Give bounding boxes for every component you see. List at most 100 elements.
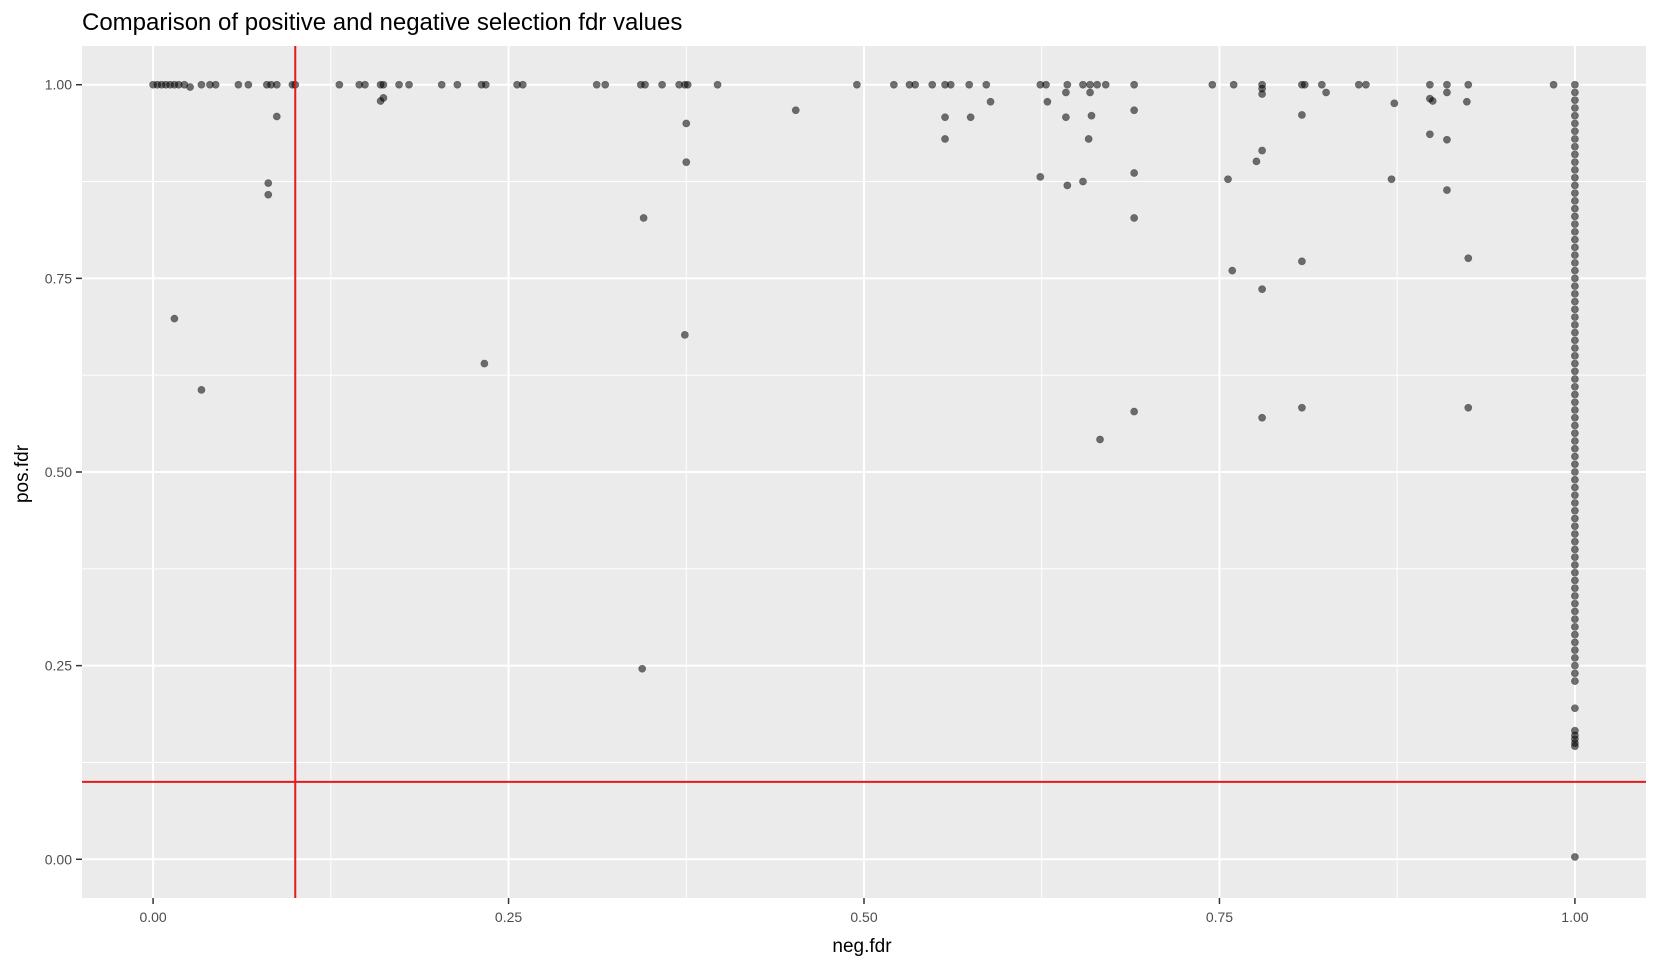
data-point xyxy=(1086,88,1094,97)
data-point xyxy=(1571,243,1579,252)
data-point xyxy=(1298,403,1306,412)
data-point xyxy=(658,80,667,89)
data-point xyxy=(1224,175,1232,184)
data-point xyxy=(1571,390,1579,399)
data-point xyxy=(1079,177,1087,186)
data-point xyxy=(1571,127,1579,136)
data-point xyxy=(1229,80,1238,89)
data-point xyxy=(1571,204,1579,213)
data-point xyxy=(1571,197,1579,205)
data-point xyxy=(1464,80,1473,89)
data-point xyxy=(1298,257,1306,266)
data-point xyxy=(1571,406,1579,414)
data-point xyxy=(1571,499,1579,507)
data-point xyxy=(1571,491,1579,500)
data-point xyxy=(1096,435,1104,444)
data-point xyxy=(1571,653,1579,662)
data-point xyxy=(1571,607,1579,616)
data-point xyxy=(1571,344,1579,352)
data-point xyxy=(1300,80,1309,89)
data-point xyxy=(941,135,949,143)
data-point xyxy=(1571,227,1579,236)
data-point xyxy=(1425,130,1434,139)
data-point xyxy=(1571,150,1579,159)
y-axis-label: pos.fdr xyxy=(12,444,33,503)
data-point xyxy=(1571,537,1579,546)
data-point xyxy=(1571,320,1579,329)
data-point xyxy=(1571,142,1579,151)
data-point xyxy=(1443,186,1451,194)
data-point xyxy=(639,214,648,222)
data-point xyxy=(1571,181,1579,190)
data-point xyxy=(1208,80,1217,89)
data-point xyxy=(965,80,974,89)
data-point xyxy=(1322,88,1330,97)
data-point xyxy=(982,80,991,89)
data-point xyxy=(1571,119,1579,128)
data-point xyxy=(1571,460,1579,469)
data-point xyxy=(1571,530,1579,538)
data-point xyxy=(1571,592,1579,600)
x-tick-label: 0.50 xyxy=(850,909,877,925)
data-point xyxy=(1462,97,1471,106)
data-point xyxy=(641,80,649,89)
data-point xyxy=(1042,80,1050,89)
y-tick-label: 0.25 xyxy=(45,658,72,674)
y-tick-label: 0.75 xyxy=(45,270,72,286)
data-point xyxy=(1571,452,1579,461)
data-point xyxy=(1549,80,1558,89)
data-point xyxy=(1571,677,1579,686)
data-point xyxy=(234,80,243,89)
data-point xyxy=(453,80,462,89)
data-point xyxy=(272,112,281,121)
data-point xyxy=(1317,80,1326,89)
data-point xyxy=(1043,97,1052,106)
data-point xyxy=(1571,506,1579,515)
data-point xyxy=(1036,172,1045,181)
data-point xyxy=(1079,80,1087,89)
data-point xyxy=(379,80,388,89)
x-axis-label: neg.fdr xyxy=(832,936,892,957)
data-point xyxy=(911,80,920,89)
data-point xyxy=(1571,398,1579,407)
x-tick-label: 1.00 xyxy=(1561,909,1588,925)
data-point xyxy=(1571,189,1579,198)
data-point xyxy=(395,80,403,89)
data-point xyxy=(1571,235,1579,244)
data-point xyxy=(1571,514,1579,523)
data-point xyxy=(1258,90,1267,98)
data-point xyxy=(1354,80,1363,89)
data-point xyxy=(1362,80,1370,89)
y-tick-label: 0.50 xyxy=(45,464,72,480)
data-point xyxy=(361,80,369,89)
data-point xyxy=(1571,853,1579,861)
data-point xyxy=(1571,328,1579,337)
data-point xyxy=(481,80,490,89)
data-point xyxy=(682,119,691,128)
data-point xyxy=(1130,407,1139,416)
data-point xyxy=(1571,158,1579,167)
y-tick-label: 0.00 xyxy=(45,851,72,867)
data-point xyxy=(1061,113,1070,122)
data-point xyxy=(1084,135,1093,143)
data-point xyxy=(713,80,722,89)
data-point xyxy=(1464,403,1473,412)
data-point xyxy=(1571,289,1579,298)
data-point xyxy=(272,80,281,89)
data-point xyxy=(1571,104,1579,112)
data-point xyxy=(852,80,861,89)
data-point xyxy=(1571,375,1579,383)
data-point xyxy=(682,158,691,167)
data-point xyxy=(1571,704,1579,713)
data-point xyxy=(638,664,647,673)
data-point xyxy=(1063,80,1072,89)
data-point xyxy=(437,80,446,89)
data-point xyxy=(1571,584,1579,593)
data-point xyxy=(1571,421,1579,430)
data-point xyxy=(1571,576,1579,585)
data-point xyxy=(941,113,949,122)
data-point xyxy=(1571,615,1579,624)
data-point xyxy=(592,80,601,89)
data-point xyxy=(1571,297,1579,306)
data-point xyxy=(1063,181,1072,190)
